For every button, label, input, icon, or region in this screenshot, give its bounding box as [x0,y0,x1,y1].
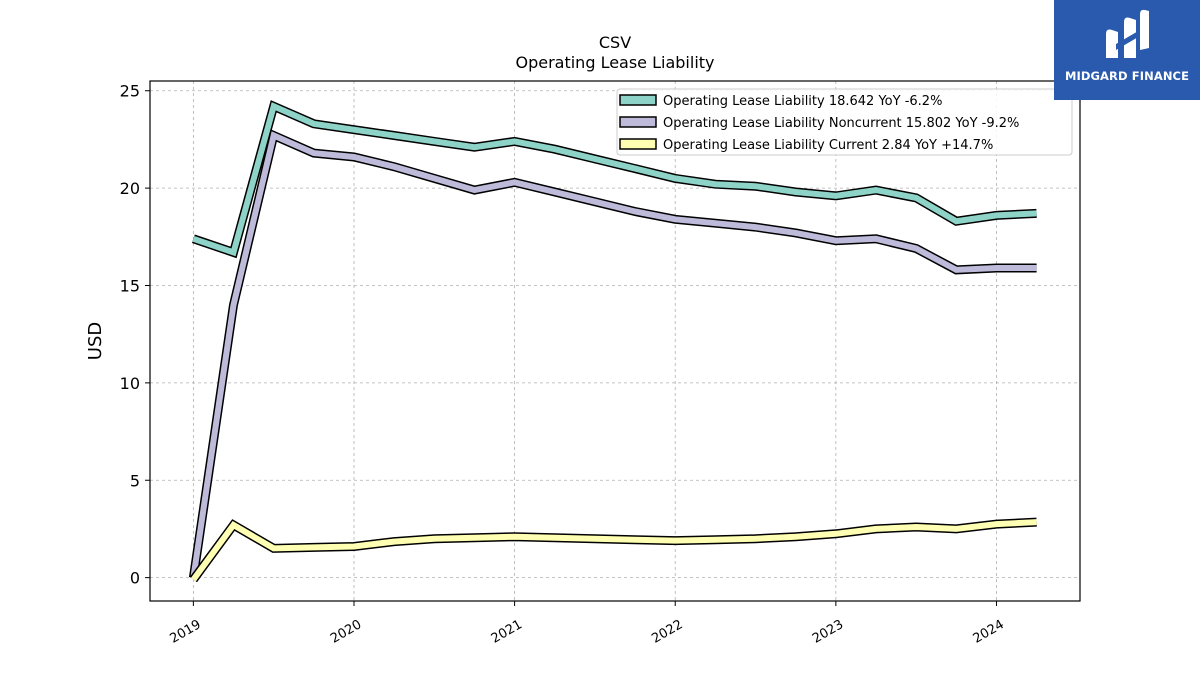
y-tick-label: 20 [120,179,140,198]
legend-label: Operating Lease Liability Noncurrent 15.… [663,116,1019,131]
x-tick-label: 2022 [649,617,685,647]
series-outline-3 [189,517,1037,583]
y-tick-label: 10 [120,374,140,393]
y-tick-label: 25 [120,82,140,101]
grid [150,81,1080,601]
y-axis-label: USD [85,322,106,360]
plot-frame [149,80,1081,602]
legend-swatch [619,138,657,150]
legend-swatch [619,94,657,106]
chart-title: CSV [599,33,631,52]
y-tick-label: 15 [120,276,140,295]
series-line-3 [190,519,1037,582]
legend-box [616,88,1073,156]
legend-label: Operating Lease Liability 18.642 YoY -6.… [663,94,942,109]
series-line-1 [192,102,1037,257]
chart-subtitle: Operating Lease Liability [515,53,714,72]
x-tick-label: 2024 [971,617,1007,647]
series-layer [188,100,1037,583]
y-tick-label: 5 [130,471,140,490]
x-tick-label: 2021 [489,617,525,647]
x-tick-label: 2023 [810,617,846,647]
y-tick-label: 0 [130,569,140,588]
x-tick-label: 2020 [328,617,364,647]
series-outline-2 [188,129,1037,579]
midgard-finance-logo: MIDGARD FINANCE [1054,0,1200,100]
logo-text: MIDGARD FINANCE [1064,69,1190,83]
logo-mark-icon [1106,9,1149,58]
legend: Operating Lease Liability 18.642 YoY -6.… [616,88,1073,156]
legend-label: Operating Lease Liability Current 2.84 Y… [663,138,993,153]
legend-swatch [619,116,657,128]
series-line-2 [190,131,1037,579]
x-tick-label: 2019 [168,617,204,647]
